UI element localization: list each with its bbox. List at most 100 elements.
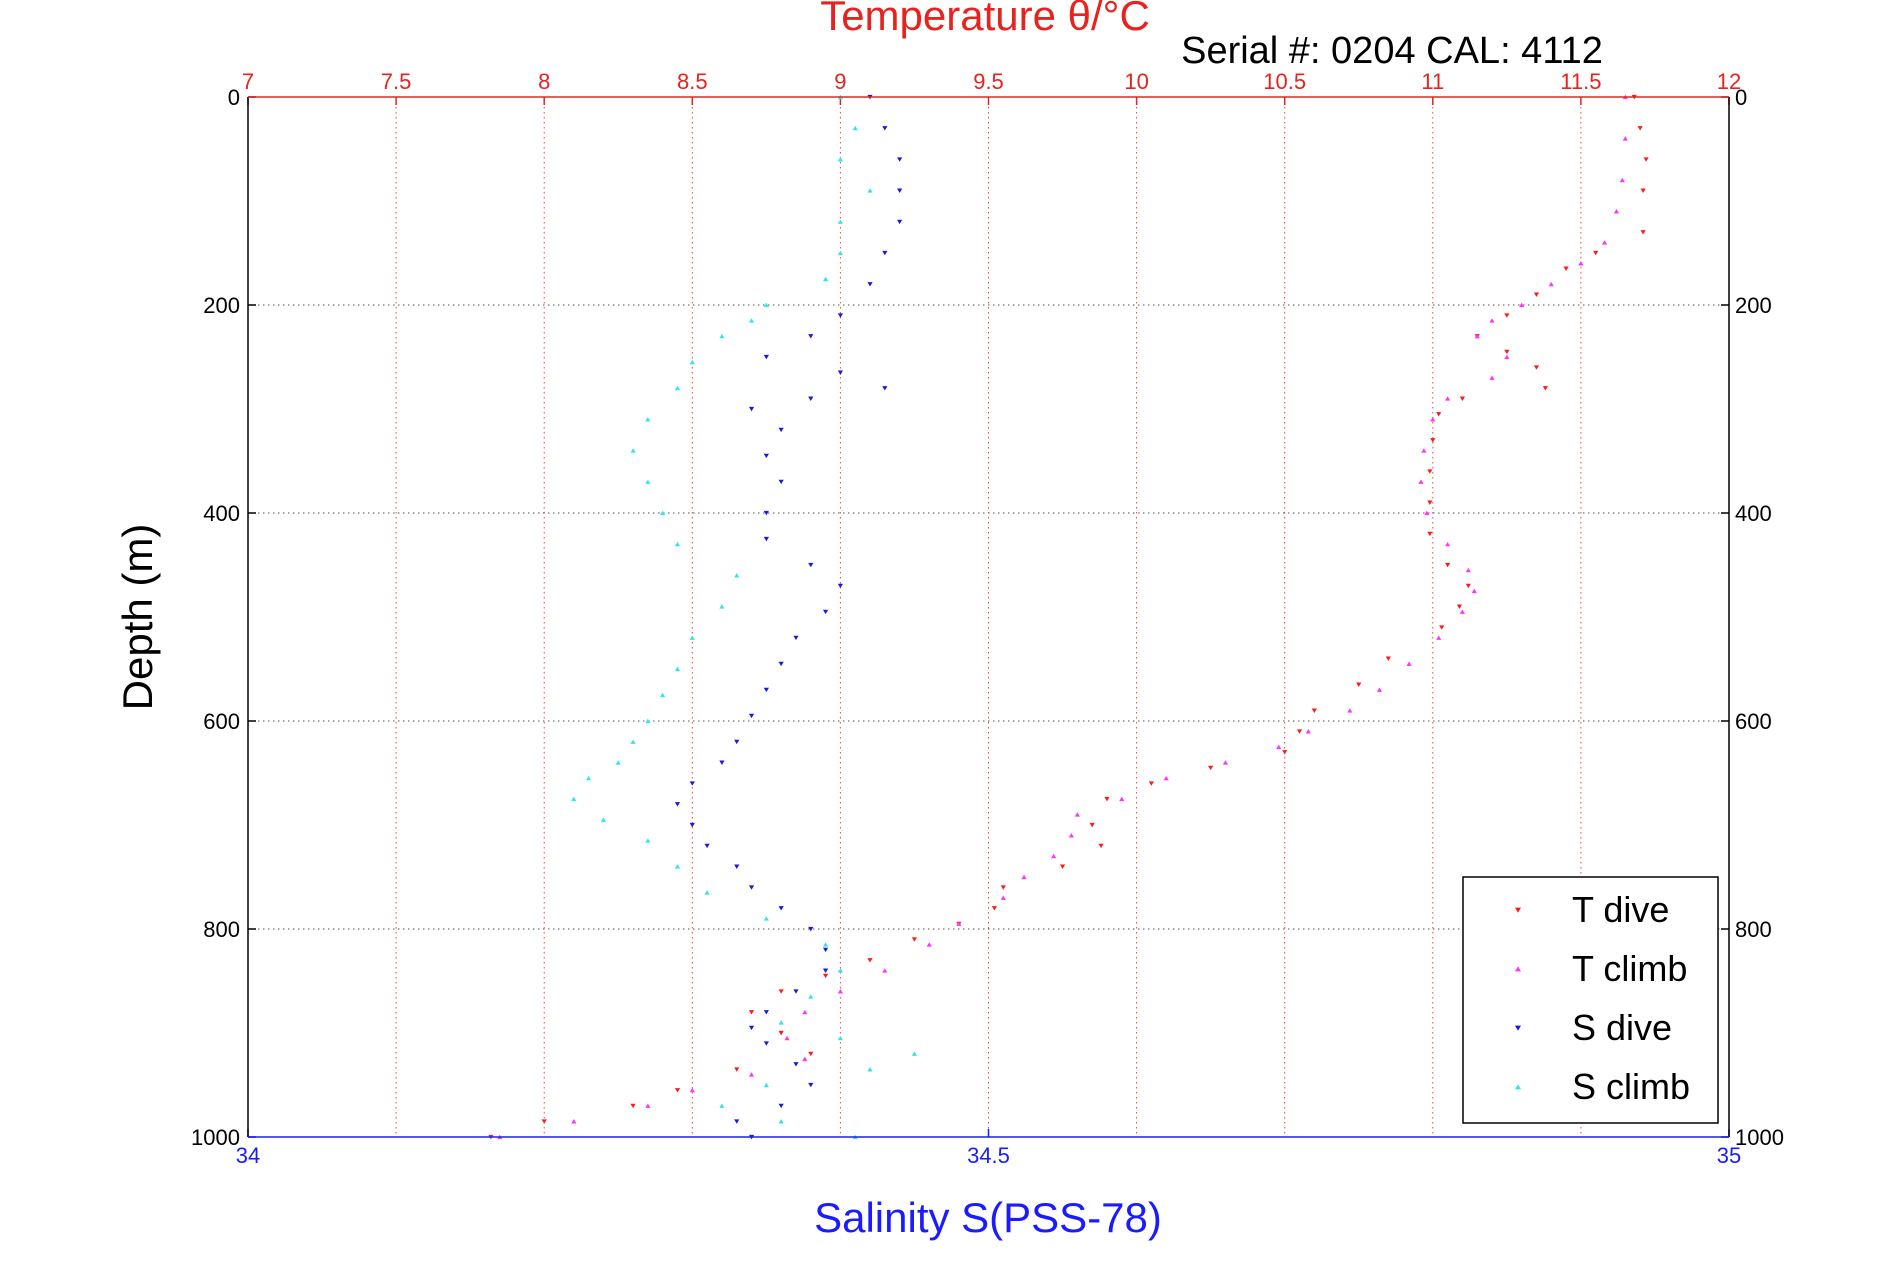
- data-point: [1504, 354, 1510, 360]
- data-point: [837, 157, 843, 162]
- data-point: [837, 313, 843, 318]
- data-point: [600, 817, 607, 822]
- right-depth-tick-label: 1000: [1735, 1125, 1784, 1150]
- data-point: [808, 1051, 814, 1057]
- series-s-dive: [674, 94, 903, 1140]
- legend-items: T dive T climb S dive S climb: [1515, 889, 1690, 1107]
- data-point: [867, 1067, 873, 1072]
- data-point: [630, 1103, 636, 1109]
- data-point: [1489, 375, 1495, 380]
- data-point: [704, 843, 710, 849]
- data-point: [1445, 541, 1451, 547]
- data-point: [734, 1067, 740, 1072]
- series-s-climb: [571, 94, 918, 1140]
- data-point: [630, 739, 636, 744]
- data-point: [734, 864, 740, 869]
- data-point: [1311, 708, 1317, 713]
- legend: T dive T climb S dive S climb: [1462, 876, 1719, 1124]
- data-point: [1593, 250, 1599, 256]
- data-point: [1471, 588, 1477, 594]
- data-point: [1578, 261, 1584, 266]
- data-point: [660, 692, 666, 698]
- data-point: [719, 333, 725, 339]
- data-point: [1436, 412, 1442, 417]
- data-point: [1619, 177, 1625, 183]
- data-point: [808, 334, 814, 339]
- data-point: [808, 562, 814, 568]
- data-point: [956, 921, 962, 926]
- data-point: [748, 1010, 755, 1015]
- data-point: [1222, 760, 1229, 765]
- data-point: [615, 760, 621, 765]
- data-point: [1098, 843, 1104, 849]
- data-point: [734, 1119, 740, 1124]
- left-depth-tick-label: 400: [203, 501, 240, 526]
- data-point: [778, 906, 784, 911]
- data-point: [1000, 895, 1006, 900]
- data-point: [897, 219, 903, 225]
- data-point: [1021, 874, 1027, 880]
- data-point: [1427, 531, 1433, 537]
- data-point: [748, 713, 755, 719]
- left-depth-tick-label: 0: [228, 85, 240, 110]
- data-point: [808, 396, 814, 401]
- data-point: [778, 427, 784, 433]
- data-point: [645, 1103, 651, 1108]
- legend-marker: [1515, 966, 1521, 972]
- series-layer: [488, 94, 1649, 1140]
- top-tick-label: 10.5: [1263, 69, 1306, 94]
- data-point: [808, 1082, 814, 1088]
- legend-marker: [1515, 1084, 1521, 1090]
- data-point: [1533, 365, 1540, 370]
- top-tick-label: 10: [1124, 69, 1148, 94]
- chart-title: Temperature θ/°C: [820, 0, 1150, 39]
- data-point: [778, 1030, 784, 1036]
- data-point: [541, 1119, 547, 1124]
- data-point: [1427, 500, 1433, 505]
- data-point: [1059, 864, 1066, 869]
- left-depth-tick-label: 200: [203, 293, 240, 318]
- bottom-tick-label: 34.5: [967, 1143, 1010, 1168]
- data-point: [763, 687, 769, 693]
- data-point: [926, 942, 932, 947]
- data-point: [897, 188, 903, 193]
- data-point: [1445, 562, 1451, 568]
- data-point: [808, 926, 814, 932]
- right-depth-tick-label: 600: [1735, 709, 1772, 734]
- right-depth-tick-label: 800: [1735, 917, 1772, 942]
- data-point: [763, 510, 769, 516]
- data-point: [852, 125, 858, 131]
- series-t-dive: [488, 94, 1649, 1140]
- data-point: [645, 479, 651, 484]
- data-point: [867, 958, 873, 963]
- legend-label: T dive: [1572, 889, 1669, 930]
- data-point: [1504, 349, 1510, 355]
- data-point: [1424, 510, 1430, 516]
- data-point: [748, 1025, 755, 1031]
- data-point: [660, 510, 666, 516]
- left-depth-tick-label: 800: [203, 917, 240, 942]
- data-point: [1104, 796, 1110, 802]
- legend-marker: [1515, 1025, 1521, 1031]
- data-point: [1418, 479, 1424, 484]
- data-point: [808, 994, 814, 999]
- data-point: [1296, 729, 1303, 734]
- data-point: [1643, 157, 1649, 162]
- y-axis-label: Depth (m): [114, 524, 161, 711]
- data-point: [1356, 682, 1362, 687]
- data-point: [778, 1020, 784, 1025]
- data-point: [1622, 136, 1628, 141]
- data-point: [645, 718, 651, 724]
- data-point: [778, 661, 784, 667]
- right-depth-tick-label: 0: [1735, 85, 1747, 110]
- data-point: [719, 760, 725, 765]
- data-point: [586, 775, 592, 781]
- data-point: [778, 479, 784, 485]
- data-point: [1347, 708, 1353, 713]
- data-point: [1459, 609, 1466, 614]
- data-point: [882, 968, 888, 973]
- serial-cal-label: Serial #: 0204 CAL: 4112: [1181, 30, 1603, 72]
- data-point: [689, 635, 695, 640]
- data-point: [734, 573, 740, 578]
